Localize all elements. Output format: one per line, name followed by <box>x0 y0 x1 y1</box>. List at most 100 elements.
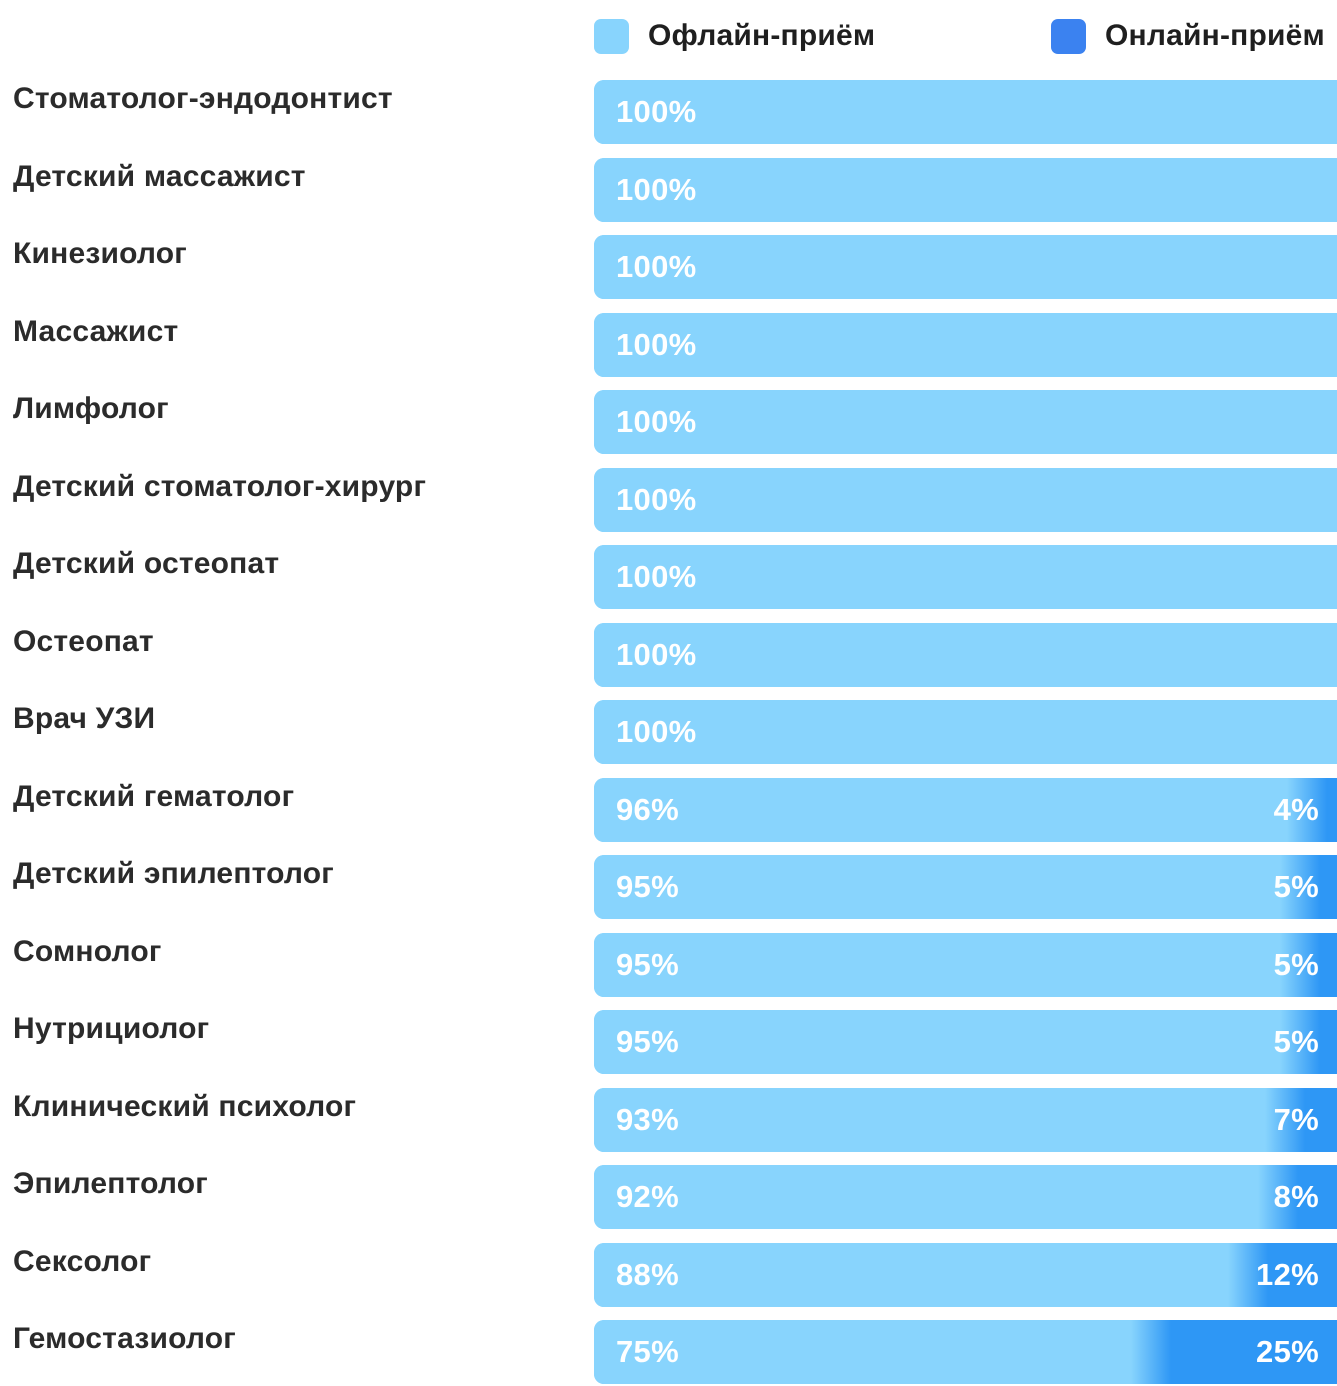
data-label-online: 8% <box>1273 1179 1319 1214</box>
data-label-offline: 95% <box>616 869 679 904</box>
bar-segment-offline <box>594 777 1308 842</box>
data-label-online: 4% <box>1273 791 1319 827</box>
bar-segment-blend <box>1257 1165 1298 1229</box>
bar-segment-offline <box>594 235 1337 299</box>
category-label: Стоматолог-эндодонтист <box>13 82 393 115</box>
stacked-bar[interactable]: 100% <box>594 157 1337 222</box>
bar-segment-offline <box>594 80 1337 144</box>
data-label-offline: 100% <box>616 714 697 749</box>
bar-segment-offline <box>594 700 1337 764</box>
category-label: Кинезиолог <box>13 237 187 270</box>
data-label-online: 12% <box>1256 1256 1319 1292</box>
data-label-online: 5% <box>1273 1024 1319 1059</box>
stacked-bar[interactable]: 100% <box>594 312 1337 377</box>
data-label-offline: 100% <box>616 326 697 362</box>
bar-segment-blend <box>1227 1242 1268 1307</box>
bar-row: Массажист 100% <box>0 312 1337 379</box>
category-label: Массажист <box>13 314 179 348</box>
category-label: Детский стоматолог-хирург <box>13 469 427 503</box>
category-label: Детский массажист <box>13 159 306 193</box>
stacked-bar[interactable]: 100% <box>594 80 1337 144</box>
bar-segment-offline <box>594 622 1337 687</box>
data-label-online: 25% <box>1256 1334 1319 1369</box>
data-label-offline: 100% <box>616 559 697 594</box>
category-label: Врач УЗИ <box>13 702 156 735</box>
bar-segment-offline <box>594 467 1337 532</box>
bar-row: Эпилептолог 92% 8% <box>0 1165 1337 1231</box>
bar-row: Гемостазиолог 75% 25% <box>0 1320 1337 1386</box>
data-label-offline: 75% <box>616 1334 679 1369</box>
category-label: Остеопат <box>13 624 154 658</box>
category-label: Сомнолог <box>13 934 162 968</box>
stacked-bar[interactable]: 100% <box>594 545 1337 609</box>
bar-segment-blend <box>1279 1010 1320 1074</box>
category-label: Нутрициолог <box>13 1012 210 1045</box>
bar-segment-blend <box>1287 777 1328 842</box>
bar-row: Лимфолог 100% <box>0 390 1337 456</box>
bar-row: Остеопат 100% <box>0 622 1337 689</box>
data-label-online: 5% <box>1273 869 1319 904</box>
bar-segment-offline <box>594 545 1337 609</box>
bar-segment-offline <box>594 1320 1152 1384</box>
bar-row: Детский массажист 100% <box>0 157 1337 224</box>
stacked-bar[interactable]: 100% <box>594 467 1337 532</box>
data-label-offline: 93% <box>616 1101 679 1137</box>
bar-segment-offline <box>594 855 1300 919</box>
data-label-offline: 95% <box>616 1024 679 1059</box>
bar-row: Сексолог 88% 12% <box>0 1242 1337 1309</box>
category-label: Детский эпилептолог <box>13 857 334 890</box>
bar-segment-online <box>1151 1320 1337 1384</box>
legend-swatch-online <box>1051 18 1086 54</box>
bar-row: Детский остеопат 100% <box>0 545 1337 611</box>
bar-row: Стоматолог-эндодонтист 100% <box>0 80 1337 146</box>
stacked-bar[interactable]: 88% 12% <box>594 1242 1337 1307</box>
bar-segment-offline <box>594 1010 1300 1074</box>
bar-segment-offline <box>594 1165 1278 1229</box>
data-label-online: 7% <box>1273 1101 1319 1137</box>
stacked-bar[interactable]: 96% 4% <box>594 777 1337 842</box>
bar-row: Нутрициолог 95% 5% <box>0 1010 1337 1076</box>
data-label-offline: 100% <box>616 404 697 439</box>
bar-row: Детский стоматолог-хирург 100% <box>0 467 1337 534</box>
category-label: Лимфолог <box>13 392 169 425</box>
bar-segment-blend <box>1279 932 1320 997</box>
data-label-offline: 96% <box>616 791 679 827</box>
data-label-offline: 100% <box>616 171 697 207</box>
stacked-bar[interactable]: 100% <box>594 622 1337 687</box>
legend-item-offline[interactable]: Офлайн-приём <box>594 14 875 58</box>
bar-row: Детский гематолог 96% 4% <box>0 777 1337 844</box>
bar-row: Сомнолог 95% 5% <box>0 932 1337 999</box>
bar-segment-offline <box>594 312 1337 377</box>
bar-row: Врач УЗИ 100% <box>0 700 1337 766</box>
stacked-bar[interactable]: 95% 5% <box>594 1010 1337 1074</box>
category-label: Гемостазиолог <box>13 1322 236 1355</box>
data-label-offline: 100% <box>616 94 697 129</box>
stacked-bar[interactable]: 100% <box>594 235 1337 299</box>
category-label: Клинический психолог <box>13 1089 357 1123</box>
stacked-bar[interactable]: 95% 5% <box>594 932 1337 997</box>
legend-label-offline: Офлайн-приём <box>648 19 876 52</box>
bar-segment-blend <box>1131 1320 1172 1384</box>
stacked-bar[interactable]: 95% 5% <box>594 855 1337 919</box>
data-label-offline: 100% <box>616 636 697 672</box>
category-label: Детский остеопат <box>13 547 280 580</box>
stacked-bar[interactable]: 100% <box>594 700 1337 764</box>
data-label-offline: 92% <box>616 1179 679 1214</box>
bar-segment-offline <box>594 157 1337 222</box>
data-label-offline: 95% <box>616 946 679 982</box>
bar-segment-blend <box>1264 1087 1305 1152</box>
stacked-bar[interactable]: 75% 25% <box>594 1320 1337 1384</box>
data-label-offline: 88% <box>616 1256 679 1292</box>
data-label-offline: 100% <box>616 249 697 284</box>
stacked-bar[interactable]: 93% 7% <box>594 1087 1337 1152</box>
bar-segment-offline <box>594 390 1337 454</box>
stacked-bar[interactable]: 92% 8% <box>594 1165 1337 1229</box>
category-label: Эпилептолог <box>13 1167 208 1200</box>
data-label-offline: 100% <box>616 481 697 517</box>
bar-segment-offline <box>594 1242 1248 1307</box>
bar-row: Клинический психолог 93% 7% <box>0 1087 1337 1154</box>
bar-row: Кинезиолог 100% <box>0 235 1337 301</box>
stacked-bar[interactable]: 100% <box>594 390 1337 454</box>
legend-item-online[interactable]: Онлайн-приём <box>1051 14 1325 58</box>
bar-row: Детский эпилептолог 95% 5% <box>0 855 1337 921</box>
